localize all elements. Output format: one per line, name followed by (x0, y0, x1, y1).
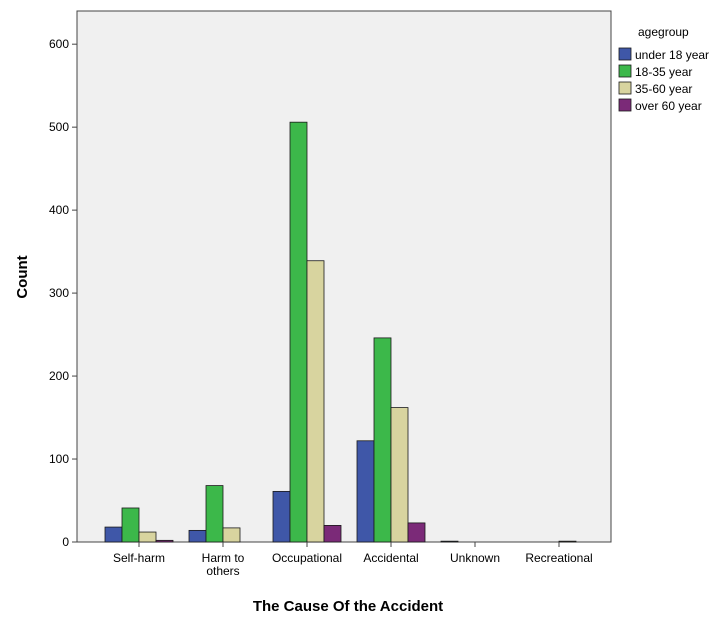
bar (407, 522, 426, 543)
legend-swatch (618, 64, 632, 78)
legend-title: agegroup (638, 25, 689, 39)
x-axis: Self-harm Harm to others Occupational Accide… (113, 542, 593, 578)
bar (121, 507, 140, 543)
bar (205, 485, 224, 543)
x-tick-label: Accidental (363, 551, 418, 565)
y-tick-label: 200 (49, 369, 69, 383)
x-tick-label: Occupational (272, 551, 342, 565)
y-tick-label: 0 (62, 535, 69, 549)
bar (155, 539, 174, 543)
y-tick-label: 300 (49, 286, 69, 300)
y-tick-label: 400 (49, 203, 69, 217)
bar (289, 121, 308, 543)
bar (272, 490, 291, 543)
x-tick-label: Recreational (525, 551, 592, 565)
legend: agegroup under 18 year 18-35 year 35-60 ye… (618, 25, 709, 113)
x-tick-label: Harm to others (202, 551, 245, 578)
bar (440, 540, 459, 543)
legend-label: over 60 year (635, 99, 702, 113)
bar (138, 531, 157, 543)
bars (104, 121, 577, 543)
bar (222, 527, 241, 543)
legend-label: under 18 year (635, 48, 709, 62)
bar (323, 525, 342, 543)
x-tick-label: Unknown (450, 551, 500, 565)
bar (306, 260, 325, 543)
bar (390, 407, 409, 543)
x-tick-label: Self-harm (113, 551, 165, 565)
y-axis-title: Count (14, 255, 31, 298)
bar (188, 529, 207, 543)
bar (356, 440, 375, 543)
y-tick-label: 600 (49, 37, 69, 51)
legend-label: 35-60 year (635, 82, 692, 96)
bar (373, 337, 392, 543)
x-axis-title: The Cause Of the Accident (253, 598, 443, 615)
legend-swatch (618, 47, 632, 61)
y-axis: 0 100 200 300 400 500 600 (49, 37, 77, 549)
plot-area (76, 10, 612, 543)
legend-swatch (618, 98, 632, 112)
legend-label: 18-35 year (635, 65, 692, 79)
bar (558, 540, 577, 543)
bar (104, 526, 123, 543)
legend-swatch (618, 81, 632, 95)
y-tick-label: 100 (49, 452, 69, 466)
y-tick-label: 500 (49, 120, 69, 134)
